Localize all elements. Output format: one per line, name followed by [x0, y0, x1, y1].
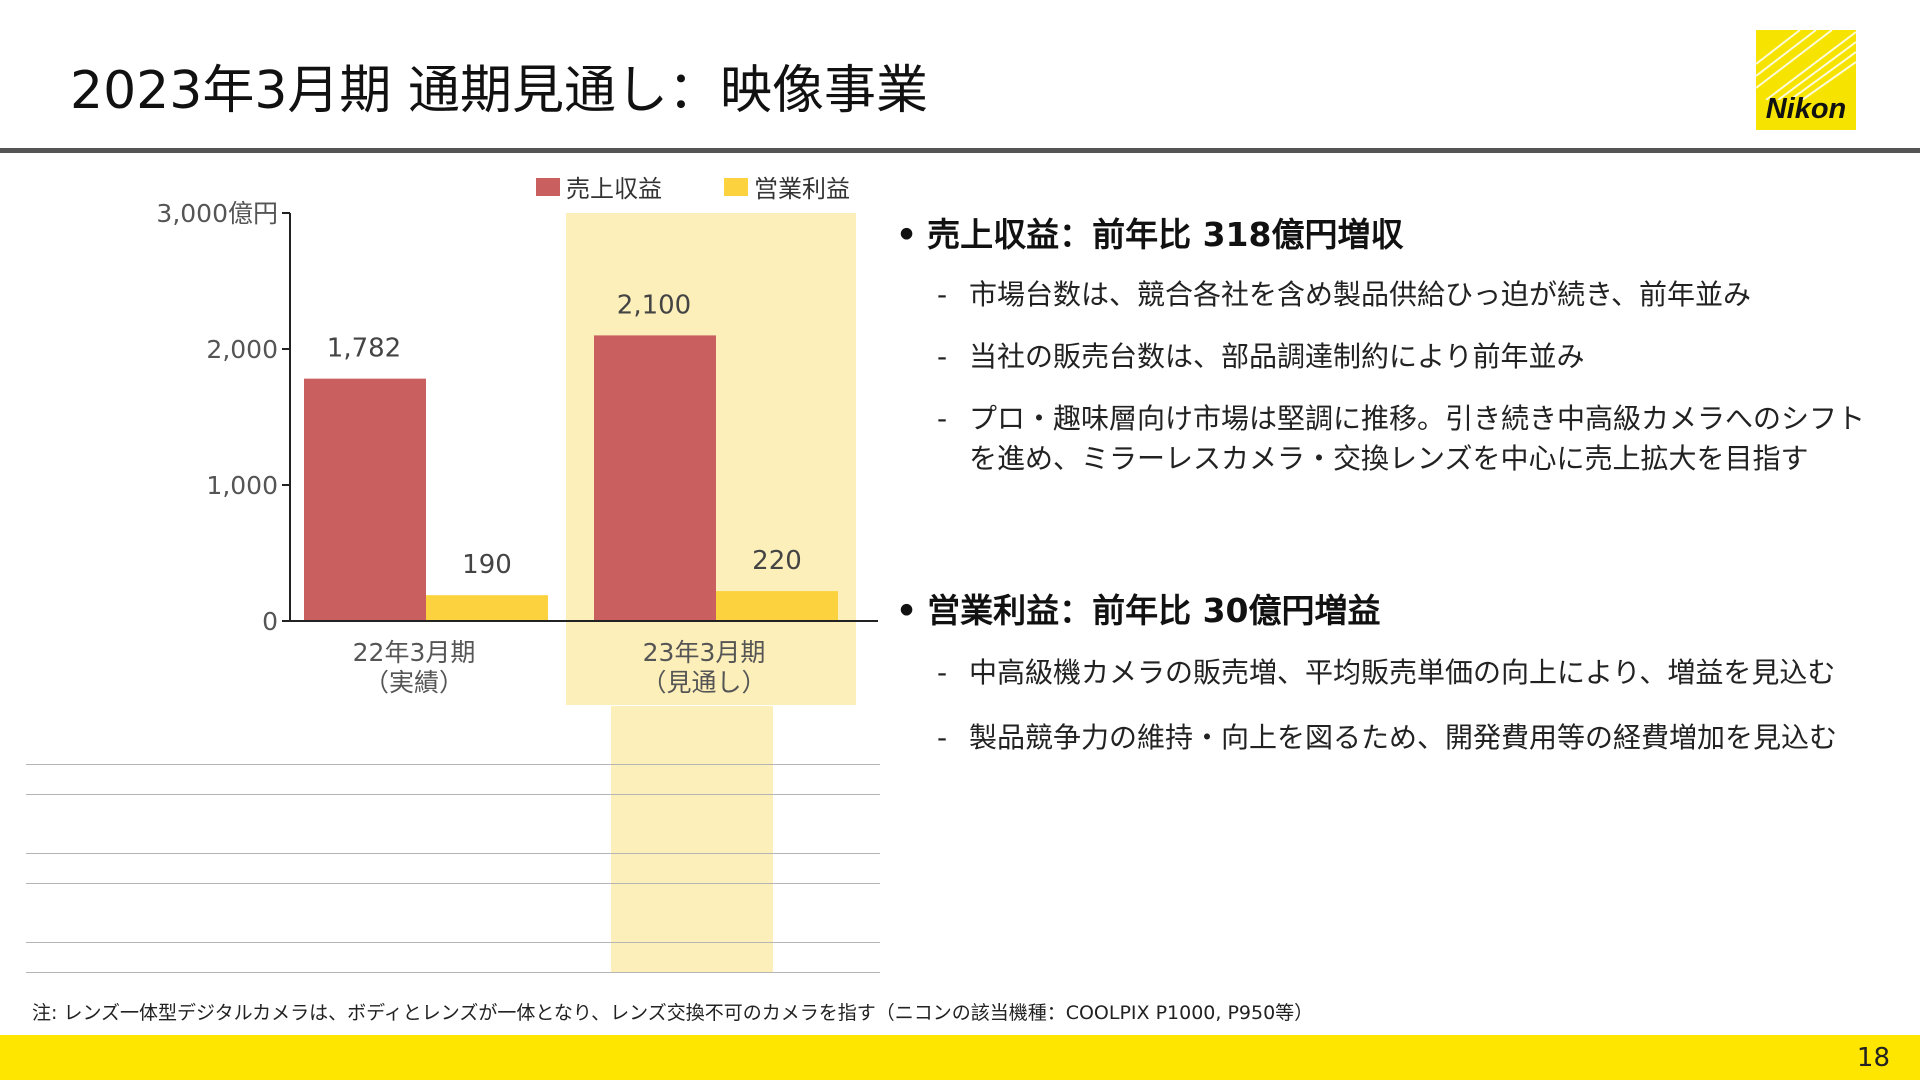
- table-row: [26, 913, 880, 943]
- value-fy22: [416, 735, 514, 765]
- value-fy22: [416, 824, 514, 854]
- table-row: [26, 853, 880, 884]
- section-title: [26, 795, 611, 825]
- spacer: [513, 913, 612, 943]
- bullet-item: - 当社の販売台数は、部品調達制約により前年並み: [937, 337, 1887, 377]
- table-row: [26, 735, 880, 765]
- y-tick-label: 0: [262, 607, 278, 636]
- bullet-dot: •: [896, 591, 918, 630]
- table-row: [26, 764, 880, 795]
- header-divider: [0, 148, 1920, 153]
- table-row: [26, 824, 880, 854]
- bar-revenue: [304, 378, 426, 621]
- nikon-logo: Nikon: [1756, 30, 1856, 130]
- row-label: [26, 764, 417, 795]
- bar-value-label: 220: [752, 546, 802, 576]
- bullet-heading-text: 営業利益：前年比 30億円増益: [927, 591, 1381, 630]
- x-category-label: 23年3月期: [643, 638, 766, 667]
- value-fy23: [611, 942, 773, 973]
- row-label: [26, 913, 417, 943]
- row-label: [26, 824, 417, 854]
- spacer: [772, 853, 880, 884]
- spacer: [513, 853, 612, 884]
- section-spacer: [773, 884, 880, 914]
- bullet-item: - プロ・趣味層向け市場は堅調に推移。引き続き中高級カメラへのシフトを進め、ミラー…: [937, 399, 1887, 479]
- value-fy23: [611, 853, 773, 884]
- y-tick-label: 1,000: [206, 471, 278, 500]
- dash-marker: -: [937, 402, 948, 435]
- footnote: 注: レンズ一体型デジタルカメラは、ボディとレンズが一体となり、レンズ交換不可の…: [32, 1002, 1314, 1024]
- dash-marker: -: [937, 656, 948, 689]
- table-section-header: [26, 794, 880, 825]
- legend-swatch: [724, 178, 748, 196]
- x-category-sublabel: （実績）: [364, 668, 464, 697]
- bullet-item-text: 市場台数は、競合各社を含め製品供給ひっ迫が続き、前年並み: [969, 278, 1752, 311]
- market-data-table: [26, 706, 880, 973]
- spacer: [772, 735, 880, 765]
- spacer: [513, 764, 612, 795]
- bullet-heading-text: 売上収益：前年比 318億円増収: [927, 215, 1404, 254]
- page-title: 2023年3月期 通期見通し：映像事業: [70, 61, 928, 121]
- bar-operating-profit: [716, 591, 838, 621]
- row-label: [26, 942, 417, 973]
- table-row: [26, 942, 880, 973]
- dash-marker: -: [937, 721, 948, 754]
- spacer: [772, 942, 880, 973]
- bullet-dot: •: [896, 215, 918, 254]
- dash-marker: -: [937, 340, 948, 373]
- table-section-header: [26, 883, 880, 914]
- legend-label: 営業利益: [754, 175, 850, 203]
- page-number: 18: [1856, 1043, 1890, 1073]
- value-fy22: [416, 853, 514, 884]
- y-tick-label: 2,000: [206, 335, 278, 364]
- bar-revenue: [594, 335, 716, 621]
- bullet-item-text: 中高級機カメラの販売増、平均販売単価の向上により、増益を見込む: [969, 656, 1836, 689]
- section-highlight-cell: [611, 794, 773, 824]
- section-spacer: [773, 795, 880, 825]
- value-fy22: [416, 913, 514, 943]
- section-title: [26, 706, 611, 735]
- x-category-label: 22年3月期: [353, 638, 476, 667]
- value-fy22: [416, 942, 514, 973]
- spacer: [513, 824, 612, 854]
- spacer: [772, 913, 880, 943]
- value-fy22: [416, 764, 514, 795]
- table-section-header: [26, 706, 880, 735]
- revenue-profit-bar-chart: 0 1,000 2,000 3,000億円 1,782 190 22年3月期（実績） 2,10…: [156, 175, 878, 705]
- section-title: [26, 884, 611, 914]
- legend-label: 売上収益: [566, 175, 662, 203]
- x-category-sublabel: （見通し）: [641, 668, 766, 697]
- bar-value-label: 190: [462, 550, 512, 580]
- value-fy23: [611, 764, 773, 795]
- value-fy23: [611, 824, 773, 854]
- row-label: [26, 735, 417, 765]
- value-fy23: [611, 735, 773, 765]
- bullet-heading: • 売上収益：前年比 318億円増収: [896, 208, 1403, 256]
- spacer: [772, 764, 880, 795]
- spacer: [772, 824, 880, 854]
- y-tick-label: 3,000億円: [156, 199, 278, 228]
- section-highlight-cell: [611, 883, 773, 913]
- dash-marker: -: [937, 278, 948, 311]
- bullet-item: - 製品競争力の維持・向上を図るため、開発費用等の経費増加を見込む: [937, 718, 1887, 758]
- bullet-item-text: プロ・趣味層向け市場は堅調に推移。引き続き中高級カメラへのシフトを進め、ミラーレ…: [969, 402, 1866, 475]
- section-highlight-cell: [611, 706, 773, 735]
- bar-operating-profit: [426, 595, 548, 621]
- spacer: [513, 735, 612, 765]
- value-fy23: [611, 913, 773, 943]
- bullet-item-text: 製品競争力の維持・向上を図るため、開発費用等の経費増加を見込む: [969, 721, 1838, 754]
- bullet-item-text: 当社の販売台数は、部品調達制約により前年並み: [969, 340, 1585, 373]
- bullet-item: - 中高級機カメラの販売増、平均販売単価の向上により、増益を見込む: [937, 653, 1887, 693]
- row-label: [26, 853, 417, 884]
- bullet-heading: • 営業利益：前年比 30億円増益: [896, 584, 1381, 632]
- footer-bar: 18: [0, 1035, 1920, 1080]
- bar-value-label: 2,100: [617, 290, 691, 320]
- logo-rays-icon: [1756, 30, 1856, 100]
- spacer: [513, 942, 612, 973]
- logo-text: Nikon: [1765, 93, 1847, 125]
- bullet-item: - 市場台数は、競合各社を含め製品供給ひっ迫が続き、前年並み: [937, 275, 1887, 315]
- legend-swatch: [536, 178, 560, 196]
- section-spacer: [773, 706, 880, 735]
- bar-value-label: 1,782: [327, 334, 401, 364]
